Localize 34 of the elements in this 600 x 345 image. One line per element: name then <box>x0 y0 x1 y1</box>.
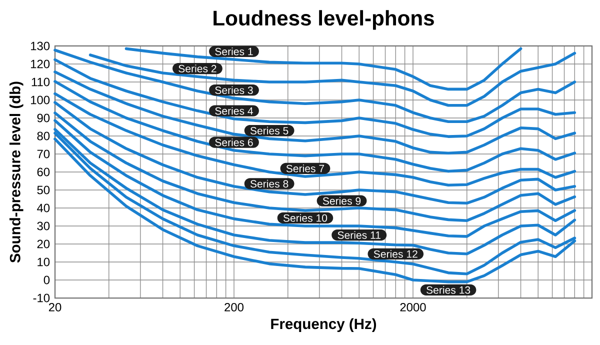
chart-title: Loudness level-phons <box>214 10 434 30</box>
series-label: Series 4 <box>215 106 254 115</box>
series-label: Series 5 <box>250 126 288 134</box>
series-label: Series 10 <box>283 214 328 222</box>
series-label: Series 3 <box>215 86 253 94</box>
series-label: Series 6 <box>215 138 253 146</box>
y-tick-label: 70 <box>37 150 50 158</box>
y-tick-label: 120 <box>31 60 50 68</box>
y-tick-label: 100 <box>31 96 50 104</box>
series-label: Series 1 <box>215 48 253 56</box>
y-tick-label: 90 <box>37 114 50 122</box>
y-tick-label: 80 <box>37 132 50 140</box>
series-label: Series 13 <box>426 286 470 294</box>
series-label: Series 11 <box>338 231 380 239</box>
series-label: Series 8 <box>250 180 288 188</box>
y-tick-label: 110 <box>32 78 50 86</box>
y-tick-label: 0 <box>44 276 50 284</box>
y-tick-label: 130 <box>31 42 50 50</box>
series-label: Series 7 <box>286 164 324 172</box>
x-tick-label: 20 <box>48 302 62 312</box>
x-tick-label: 2000 <box>400 302 426 312</box>
y-tick-label: 40 <box>37 204 50 212</box>
y-tick-label: 60 <box>37 168 50 176</box>
y-tick-label: -10 <box>33 294 50 302</box>
series-label: Series 2 <box>178 64 216 72</box>
y-tick-label: 10 <box>38 258 50 266</box>
series-label: Series 9 <box>322 196 361 205</box>
x-tick-label: 200 <box>224 302 244 312</box>
y-tick-label: 20 <box>37 240 50 248</box>
x-axis-title: Frequency (Hz) <box>271 318 376 332</box>
y-tick-label: 30 <box>37 222 50 230</box>
series-label: Series 12 <box>374 250 418 258</box>
y-tick-label: 50 <box>37 186 50 194</box>
y-axis-title: Sound-pressure level (db) <box>10 82 24 263</box>
